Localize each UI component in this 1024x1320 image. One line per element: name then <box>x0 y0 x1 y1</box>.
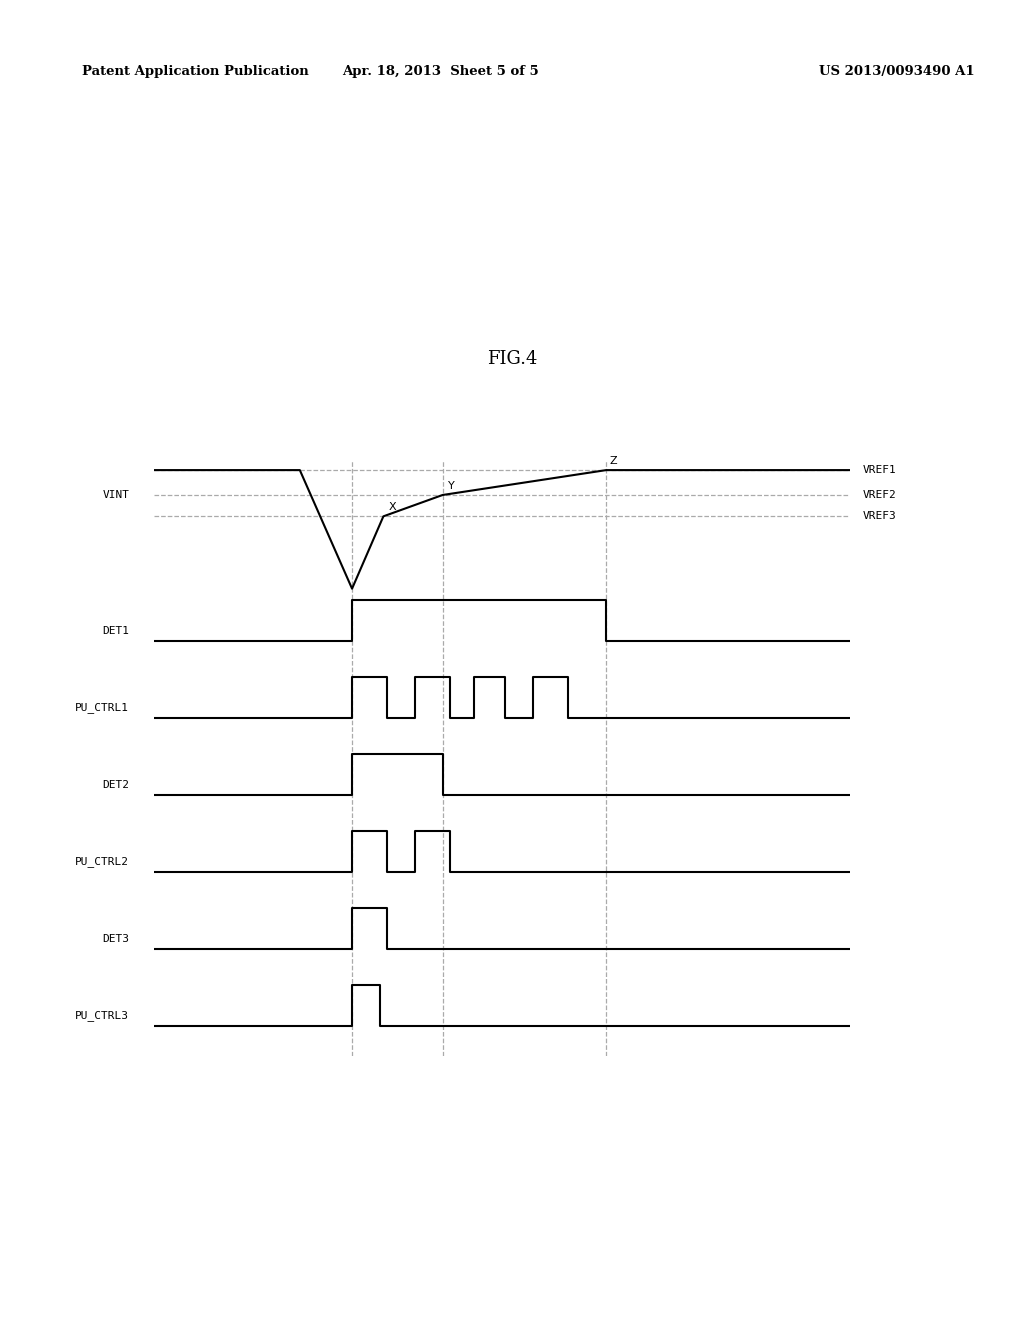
Text: DET3: DET3 <box>102 935 129 944</box>
Text: VINT: VINT <box>102 490 129 500</box>
Text: Y: Y <box>449 480 455 491</box>
Text: VREF2: VREF2 <box>862 490 896 500</box>
Text: Z: Z <box>609 457 617 466</box>
Text: PU_CTRL1: PU_CTRL1 <box>75 702 129 713</box>
Text: DET1: DET1 <box>102 626 129 636</box>
Text: Patent Application Publication: Patent Application Publication <box>82 65 308 78</box>
Text: X: X <box>389 503 396 512</box>
Text: Apr. 18, 2013  Sheet 5 of 5: Apr. 18, 2013 Sheet 5 of 5 <box>342 65 539 78</box>
Text: VREF1: VREF1 <box>862 465 896 475</box>
Text: US 2013/0093490 A1: US 2013/0093490 A1 <box>819 65 975 78</box>
Text: PU_CTRL3: PU_CTRL3 <box>75 1011 129 1022</box>
Text: PU_CTRL2: PU_CTRL2 <box>75 857 129 867</box>
Text: VREF3: VREF3 <box>862 511 896 521</box>
Text: FIG.4: FIG.4 <box>486 350 538 368</box>
Text: DET2: DET2 <box>102 780 129 789</box>
